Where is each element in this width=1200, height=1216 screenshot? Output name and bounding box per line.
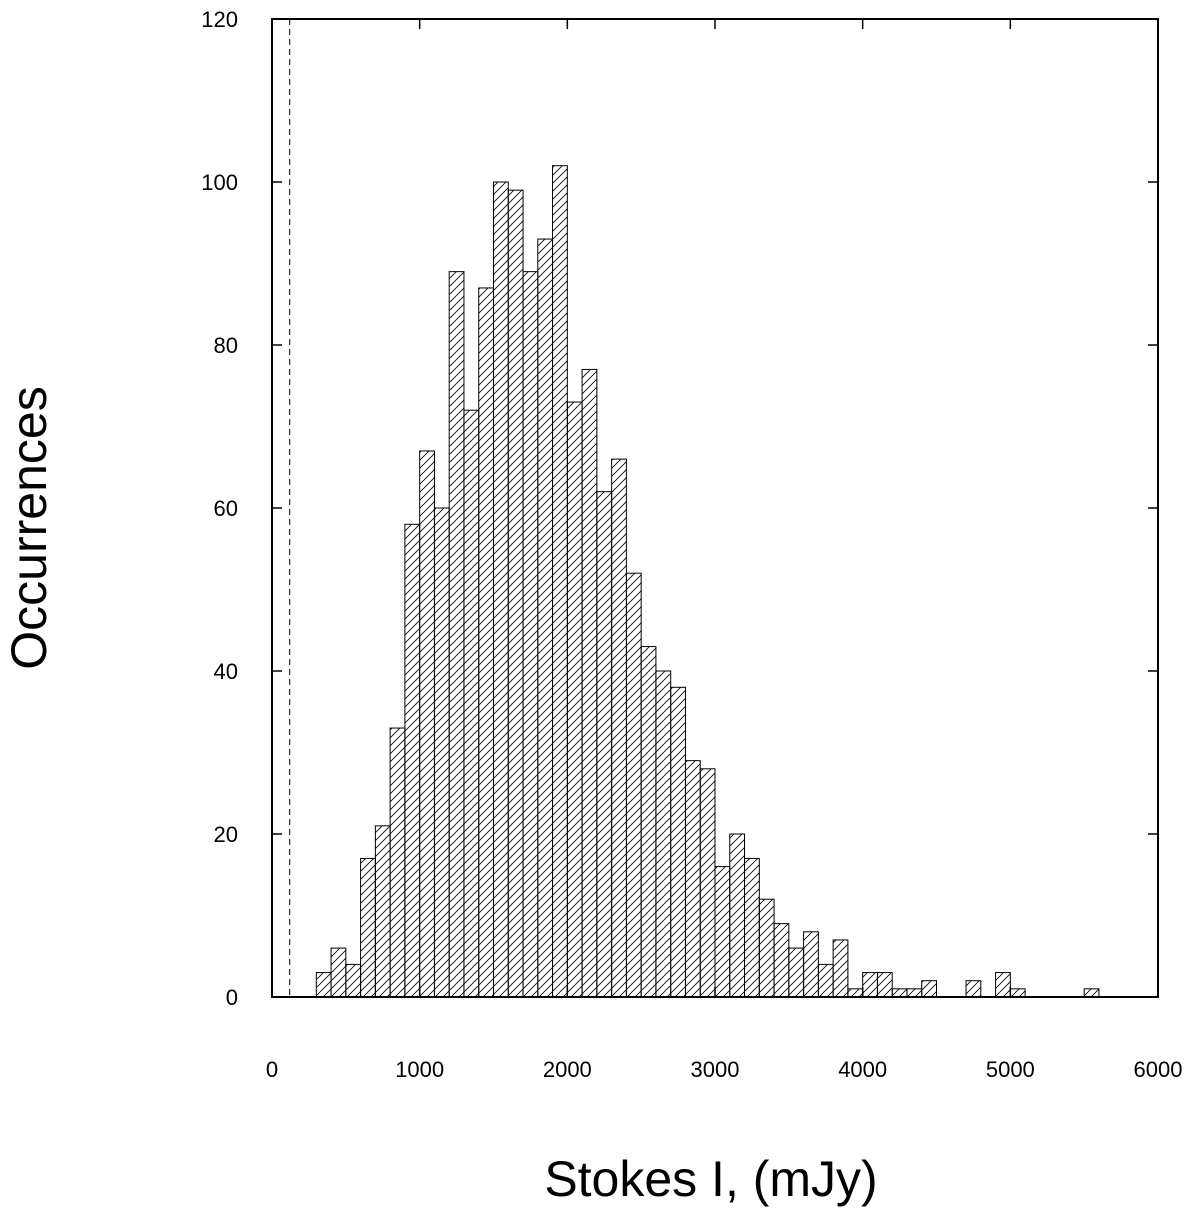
histogram-bar: [655, 670, 672, 998]
y-axis-ticks: 0 20 40 60 80 100 120: [201, 7, 1158, 1010]
histogram-bar: [463, 409, 480, 998]
histogram-bar: [625, 572, 642, 998]
histogram-bar: [537, 238, 554, 998]
histogram-bar: [448, 271, 465, 998]
histogram-bar: [419, 450, 435, 998]
x-axis-title: Stokes I, (mJy): [544, 1151, 877, 1207]
histogram-bar: [552, 165, 568, 998]
histogram-bar: [1083, 988, 1100, 998]
x-axis-ticks: 0 1000 2000 3000 4000 5000 6000: [266, 19, 1183, 1082]
histogram-bar: [566, 401, 583, 998]
histogram-bars: [315, 165, 1100, 998]
histogram-bar: [389, 727, 406, 998]
x-tick-label: 6000: [1134, 1057, 1183, 1082]
histogram-bar: [906, 988, 923, 998]
y-tick-label: 40: [214, 659, 238, 684]
x-tick-label: 4000: [838, 1057, 887, 1082]
histogram-bar: [744, 857, 760, 998]
histogram-bar: [729, 833, 746, 998]
histogram-bar: [773, 923, 790, 998]
histogram-bar: [876, 972, 893, 998]
histogram-bar: [345, 963, 362, 998]
y-tick-label: 20: [214, 822, 238, 847]
y-tick-label: 0: [226, 985, 238, 1010]
histogram-bar: [817, 963, 834, 998]
y-tick-label: 80: [214, 333, 238, 358]
x-tick-label: 5000: [986, 1057, 1035, 1082]
histogram-bar: [522, 271, 539, 998]
y-tick-label: 60: [214, 496, 238, 521]
histogram-bar: [433, 507, 450, 998]
histogram-bar: [581, 368, 598, 998]
x-tick-label: 3000: [691, 1057, 740, 1082]
histogram-bar: [478, 287, 495, 998]
histogram-bar: [670, 686, 686, 998]
y-axis-title: Occurrences: [1, 386, 57, 669]
histogram-bar: [788, 947, 805, 998]
y-tick-label: 120: [201, 7, 238, 32]
histogram-bar: [374, 825, 391, 998]
histogram-bar: [640, 646, 657, 998]
histogram-bar: [596, 491, 613, 998]
plot-frame: [271, 18, 1159, 998]
histogram-bar: [847, 988, 864, 998]
histogram-bar: [714, 866, 731, 998]
histogram-bar: [684, 760, 701, 998]
histogram-bar: [995, 972, 1011, 998]
x-tick-label: 0: [266, 1057, 278, 1082]
histogram-bar: [921, 980, 938, 998]
histogram-bar: [404, 523, 421, 998]
histogram-bar: [699, 768, 716, 998]
histogram-bar: [891, 988, 908, 998]
histogram-bar: [758, 898, 775, 998]
histogram-bar: [507, 189, 524, 998]
y-tick-label: 100: [201, 170, 238, 195]
histogram-bar: [1009, 988, 1026, 998]
histogram-bar: [611, 458, 627, 998]
histogram-bar: [965, 980, 982, 998]
histogram-bar: [862, 972, 878, 998]
x-tick-label: 1000: [395, 1057, 444, 1082]
histogram-bar: [315, 972, 332, 998]
histogram-bar: [360, 857, 376, 998]
histogram-bar: [803, 931, 819, 998]
histogram-bar: [493, 181, 509, 998]
x-tick-label: 2000: [543, 1057, 592, 1082]
histogram-bar: [832, 939, 849, 998]
histogram-bar: [330, 947, 347, 998]
